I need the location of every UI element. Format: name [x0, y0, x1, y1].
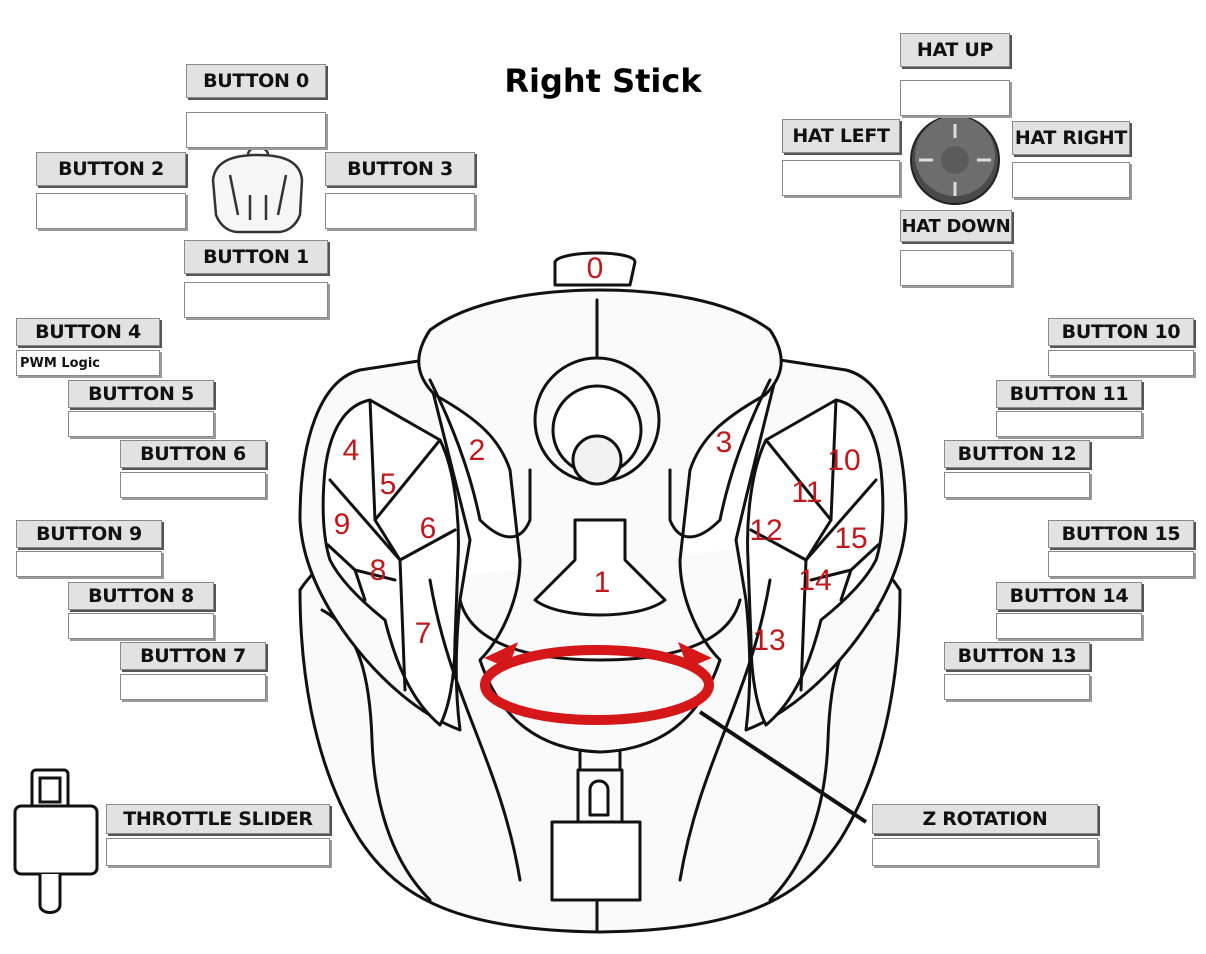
button-14-field[interactable] — [996, 613, 1142, 639]
button-10-label: BUTTON 10 — [1048, 318, 1194, 346]
stick-number-10: 10 — [827, 444, 860, 477]
button-7-field[interactable] — [120, 674, 266, 700]
button-12-label: BUTTON 12 — [944, 440, 1090, 468]
button-3-field[interactable] — [325, 193, 475, 229]
hat-right-label: HAT RIGHT — [1012, 121, 1130, 155]
button-15-label: BUTTON 15 — [1048, 520, 1194, 548]
stick-number-9: 9 — [334, 508, 351, 541]
button-4-label: BUTTON 4 — [16, 318, 160, 346]
throttle-slider-field[interactable] — [106, 838, 330, 866]
z-rotation-leader-line — [698, 710, 868, 824]
hat-left-field[interactable] — [782, 160, 900, 196]
button-11-label: BUTTON 11 — [996, 380, 1142, 408]
button-10-field[interactable] — [1048, 350, 1194, 376]
button-8-label: BUTTON 8 — [68, 582, 214, 610]
hat-left-label: HAT LEFT — [782, 119, 900, 153]
button-4-field[interactable]: PWM Logic — [16, 350, 160, 376]
button-1-label: BUTTON 1 — [184, 240, 328, 274]
button-9-label: BUTTON 9 — [16, 520, 162, 548]
stick-number-1: 1 — [594, 566, 611, 599]
stick-number-8: 8 — [370, 554, 387, 587]
throttle-slider-icon — [13, 768, 99, 914]
button-7-label: BUTTON 7 — [120, 642, 266, 670]
z-rotation-field[interactable] — [872, 838, 1098, 866]
hat-down-label: HAT DOWN — [900, 210, 1012, 242]
hat-down-field[interactable] — [900, 250, 1012, 286]
hat-right-field[interactable] — [1012, 162, 1130, 198]
button-8-field[interactable] — [68, 613, 214, 639]
button-13-field[interactable] — [944, 674, 1090, 700]
throttle-slider-label: THROTTLE SLIDER — [106, 804, 330, 834]
button-3-label: BUTTON 3 — [325, 152, 475, 186]
hat-up-label: HAT UP — [900, 33, 1010, 67]
button-2-field[interactable] — [36, 193, 186, 229]
button-6-label: BUTTON 6 — [120, 440, 266, 468]
hat-up-field[interactable] — [900, 80, 1010, 116]
stick-number-12: 12 — [749, 514, 782, 547]
stick-number-5: 5 — [380, 468, 397, 501]
stick-number-13: 13 — [752, 624, 785, 657]
button-6-field[interactable] — [120, 472, 266, 498]
stick-number-3: 3 — [716, 426, 733, 459]
z-rotation-label: Z ROTATION — [872, 804, 1098, 834]
button-14-label: BUTTON 14 — [996, 582, 1142, 610]
stick-top-view-icon — [211, 146, 304, 234]
stick-number-14: 14 — [798, 564, 831, 597]
button-12-field[interactable] — [944, 472, 1090, 498]
stick-number-6: 6 — [420, 512, 437, 545]
stick-number-4: 4 — [343, 434, 360, 467]
stick-number-11: 11 — [791, 476, 822, 509]
button-1-field[interactable] — [184, 282, 328, 318]
button-0-field[interactable] — [186, 112, 326, 148]
button-11-field[interactable] — [996, 411, 1142, 437]
page-title: Right Stick — [504, 62, 702, 100]
button-9-field[interactable] — [16, 551, 162, 577]
stick-number-7: 7 — [415, 617, 432, 650]
stick-number-15: 15 — [834, 522, 867, 555]
button-0-label: BUTTON 0 — [186, 64, 326, 98]
button-5-label: BUTTON 5 — [68, 380, 214, 408]
z-rotation-arrow-icon — [480, 642, 714, 725]
hat-switch-icon — [910, 115, 1000, 205]
stick-number-0: 0 — [587, 252, 604, 285]
button-5-field[interactable] — [68, 411, 214, 437]
button-2-label: BUTTON 2 — [36, 152, 186, 186]
button-15-field[interactable] — [1048, 551, 1194, 577]
stick-number-2: 2 — [469, 434, 486, 467]
button-13-label: BUTTON 13 — [944, 642, 1090, 670]
